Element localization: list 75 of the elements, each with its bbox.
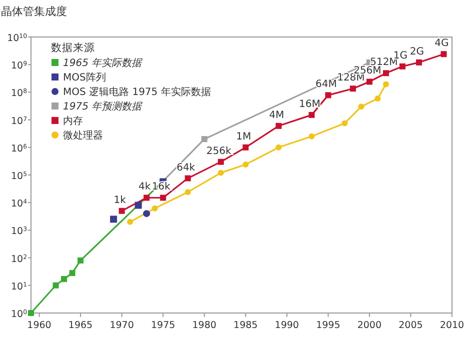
y-tick-label: 10$^{1}$ [10, 280, 28, 292]
legend-title: 数据来源 [51, 41, 95, 54]
x-tick-label: 1990 [274, 320, 299, 331]
y-tick-label: 10$^{6}$ [10, 142, 28, 154]
point [374, 96, 381, 102]
point [118, 208, 125, 214]
point [201, 136, 208, 142]
point [242, 144, 249, 150]
annotation: 2G [410, 46, 424, 58]
y-tick-label: 10$^{8}$ [10, 88, 28, 100]
point [61, 276, 68, 282]
point [416, 59, 422, 66]
y-tick-label: 10$^{2}$ [10, 253, 28, 265]
annotation: 64k [176, 162, 196, 174]
annotation: 4k [138, 182, 151, 193]
point [110, 216, 118, 223]
annotation: 1M [236, 131, 252, 142]
y-tick-label: 10$^{3}$ [10, 226, 28, 238]
point [52, 282, 59, 288]
y-tick-label: 10$^{0}$ [10, 308, 28, 320]
x-tick-label: 2005 [398, 320, 423, 331]
annotation: 4M [269, 110, 284, 121]
legend-label: 1965 年实际数据 [63, 57, 143, 69]
annotation: 4G [434, 38, 449, 50]
point [382, 70, 389, 76]
x-tick-label: 1960 [27, 320, 52, 331]
point [342, 120, 348, 126]
y-tick-label: 10$^{5}$ [10, 170, 28, 182]
point [127, 218, 134, 225]
point [144, 194, 150, 201]
point [308, 112, 315, 118]
x-tick-label: 1980 [192, 320, 216, 331]
point [28, 310, 34, 316]
point [382, 81, 389, 88]
legend-label: MOS 逻辑电路 1975 年实际数据 [63, 86, 211, 98]
x-tick-label: 1970 [110, 320, 134, 331]
legend-label: 微处理器 [63, 130, 103, 142]
x-tick-label: 1985 [234, 320, 258, 331]
x-tick-label: 2000 [357, 320, 382, 331]
annotation: 256k [206, 146, 232, 157]
legend-label: 1975 年预测数据 [63, 100, 143, 112]
point [440, 51, 447, 58]
y-tick-label: 10$^{9}$ [10, 60, 28, 72]
point [152, 205, 158, 212]
legend-label: MOS阵列 [63, 72, 106, 84]
annotation: 1k [114, 194, 126, 206]
point [242, 162, 249, 168]
point [358, 104, 364, 110]
point [78, 257, 84, 264]
point [184, 175, 191, 182]
y-tick-label: 10$^{4}$ [10, 198, 28, 210]
y-tick-label: 10$^{7}$ [10, 115, 28, 127]
point [218, 158, 224, 165]
point [160, 194, 166, 201]
y-axis-title: 晶体管集成度 [1, 5, 67, 18]
point [184, 189, 191, 196]
point [308, 133, 315, 140]
point [134, 202, 142, 209]
x-tick-label: 2010 [440, 320, 464, 331]
point [350, 86, 356, 92]
point [399, 63, 406, 70]
y-tick-label: 10$^{10}$ [7, 32, 28, 44]
point [276, 122, 282, 129]
point [143, 210, 150, 218]
annotation: 64M [315, 79, 337, 90]
legend-label: 内存 [63, 115, 83, 127]
x-tick-label: 1965 [68, 320, 93, 331]
point [69, 270, 76, 276]
x-tick-label: 1995 [316, 320, 340, 331]
annotation: 16M [298, 98, 320, 110]
point [218, 170, 224, 176]
point [325, 92, 332, 98]
point [276, 144, 282, 150]
point [366, 78, 372, 85]
x-tick-label: 1975 [150, 320, 176, 331]
